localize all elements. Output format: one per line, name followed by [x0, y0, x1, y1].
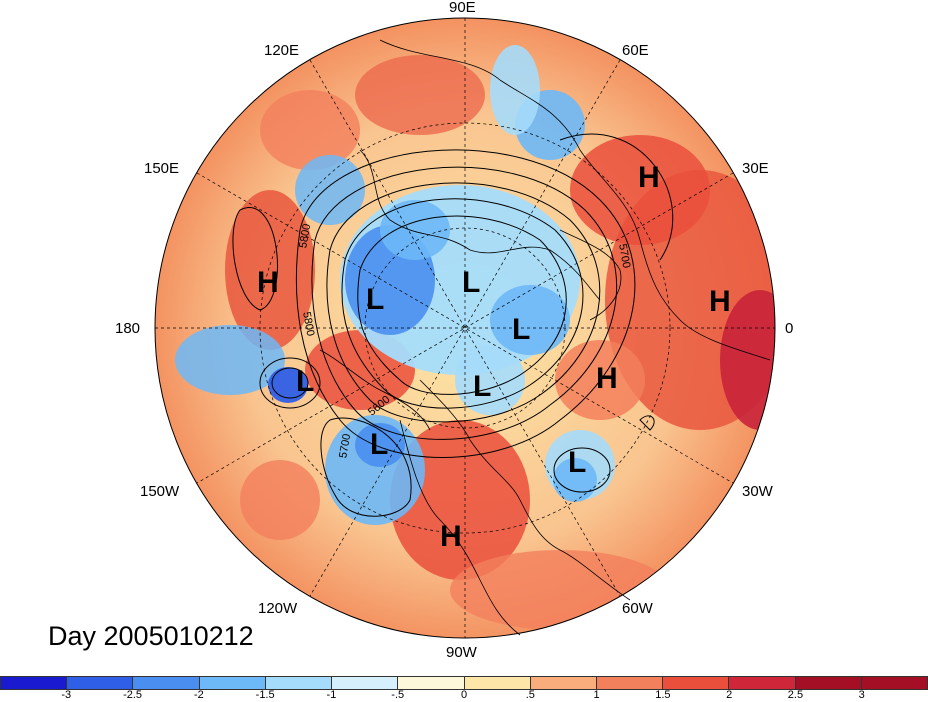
colorbar-tick-label: 2	[726, 689, 733, 701]
high-center: H	[638, 161, 660, 194]
colorbar-tick-label: -3	[61, 689, 72, 701]
colorbar-tick-label: 2.5	[787, 689, 804, 701]
colorbar-segment	[729, 677, 796, 689]
lon-label-180: 180	[115, 320, 141, 337]
colorbar-segment	[596, 677, 664, 689]
colorbar-tick-label: -2.5	[123, 689, 143, 701]
colorbar-tick-label: 0	[460, 689, 468, 701]
lon-label-0: 0	[785, 320, 794, 337]
colorbar-segment	[199, 677, 266, 689]
colorbar-segment	[530, 677, 597, 689]
colorbar-segment	[861, 677, 928, 689]
low-center: L	[370, 428, 389, 461]
colorbar-tick-label: -.5	[391, 689, 405, 701]
colorbar-segment	[398, 677, 465, 689]
lon-label-120e: 120E	[264, 42, 300, 59]
colorbar-segment	[265, 677, 333, 689]
anomaly-shading	[155, 18, 775, 638]
map-boundary	[154, 17, 776, 639]
high-center: H	[596, 362, 618, 395]
colorbar-tick-label: -2	[193, 689, 204, 701]
lon-label-90w: 90W	[446, 644, 477, 661]
lon-label-30w: 30W	[742, 483, 773, 500]
graticule	[155, 18, 775, 638]
colorbar-tick-label: -1.5	[255, 689, 275, 701]
colorbar	[0, 676, 928, 690]
lon-label-120w: 120W	[258, 600, 298, 617]
colorbar-tick-label: 3	[858, 689, 865, 701]
lon-label-150w: 150W	[140, 483, 180, 500]
low-center: L	[296, 365, 315, 398]
colorbar-segment	[1, 677, 68, 689]
high-center: H	[709, 285, 731, 318]
colorbar-segment	[795, 677, 862, 689]
low-center: L	[568, 446, 587, 479]
colorbar-tick-label: -1	[326, 689, 337, 701]
lon-label-60e: 60E	[622, 42, 649, 59]
low-center: L	[473, 370, 492, 403]
colorbar-segment	[464, 677, 531, 689]
colorbar-tick-label: 1.5	[655, 689, 671, 701]
high-center: H	[257, 266, 279, 299]
high-center: H	[440, 520, 462, 553]
lon-label-30e: 30E	[742, 160, 769, 177]
colorbar-segment	[133, 677, 200, 689]
colorbar-segment	[332, 677, 399, 689]
colorbar-segment	[67, 677, 134, 689]
coastlines	[319, 39, 771, 636]
low-center: L	[462, 266, 481, 299]
day-label: Day 2005010212	[48, 621, 254, 651]
colorbar-segment	[663, 677, 730, 689]
colorbar-tick-label: .5	[525, 689, 535, 701]
lon-label-60w: 60W	[622, 600, 653, 617]
low-center: L	[512, 313, 531, 346]
lon-label-90e: 90E	[449, 0, 476, 16]
height-contours	[232, 133, 674, 517]
low-center: L	[366, 283, 385, 316]
colorbar-tick-label: 1	[593, 689, 600, 701]
lon-label-150e: 150E	[144, 160, 180, 177]
